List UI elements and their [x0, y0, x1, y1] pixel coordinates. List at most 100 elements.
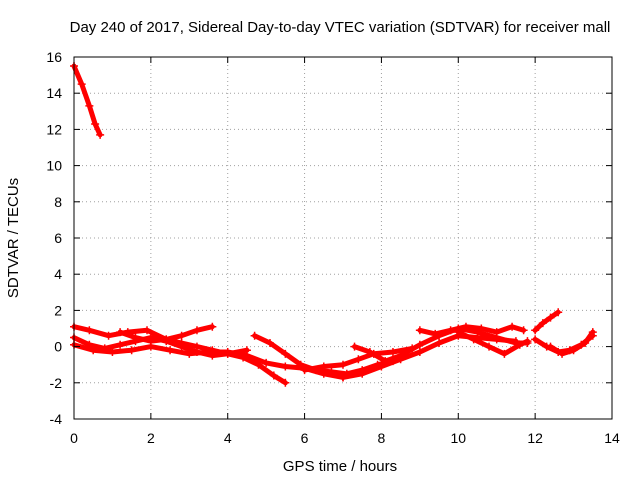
data-point — [358, 369, 367, 378]
data-point — [431, 329, 440, 338]
data-point — [461, 322, 470, 331]
data-point — [350, 342, 359, 351]
data-point — [415, 348, 424, 357]
data-point — [319, 362, 328, 371]
data-point — [265, 338, 274, 347]
data-point — [116, 340, 125, 349]
data-point — [146, 337, 155, 346]
y-tick-label: 6 — [54, 230, 62, 246]
data-point — [177, 331, 186, 340]
axis-ticks — [73, 56, 613, 420]
data-point — [250, 331, 259, 340]
data-series — [70, 62, 597, 387]
y-tick-labels: -4 -2 0 2 4 6 8 10 12 14 16 — [46, 49, 62, 427]
data-point — [381, 357, 390, 366]
data-point — [554, 308, 563, 317]
data-point — [296, 360, 305, 369]
series-line — [252, 333, 396, 377]
y-tick-label: 12 — [46, 121, 62, 137]
data-point — [300, 366, 309, 375]
x-tick-label: 2 — [147, 430, 155, 446]
chart-title: Day 240 of 2017, Sidereal Day-to-day VTE… — [70, 19, 611, 36]
data-point — [581, 338, 590, 347]
data-point — [239, 353, 248, 362]
series-track-9 — [350, 324, 532, 366]
data-point — [500, 349, 509, 358]
data-point — [254, 360, 263, 369]
grid — [74, 57, 612, 419]
data-point — [508, 322, 517, 331]
data-point — [96, 130, 105, 139]
data-point — [388, 348, 397, 357]
data-point — [104, 331, 113, 340]
y-tick-label: -2 — [50, 375, 63, 391]
y-tick-label: 14 — [46, 85, 62, 101]
data-point — [208, 322, 217, 331]
data-point — [85, 101, 94, 110]
data-point — [281, 362, 290, 371]
data-point — [327, 367, 336, 376]
series-track-5 — [116, 328, 290, 387]
data-point — [415, 340, 424, 349]
data-point — [531, 335, 540, 344]
y-tick-label: 0 — [54, 339, 62, 355]
data-point — [538, 319, 547, 328]
data-point — [396, 351, 405, 360]
data-point — [515, 340, 524, 349]
series-line — [340, 333, 519, 380]
data-point — [377, 362, 386, 371]
y-tick-label: 8 — [54, 194, 62, 210]
x-tick-label: 4 — [224, 430, 232, 446]
x-tick-label: 8 — [378, 430, 386, 446]
series-track-11 — [454, 328, 532, 358]
series-track-2 — [70, 322, 217, 344]
data-point — [454, 328, 463, 337]
data-point — [519, 326, 528, 335]
data-point — [281, 378, 290, 387]
series-track-10 — [415, 322, 528, 338]
x-tick-label: 10 — [450, 430, 466, 446]
y-tick-label: 16 — [46, 49, 62, 65]
y-tick-label: 2 — [54, 302, 62, 318]
y-tick-label: -4 — [50, 411, 63, 427]
data-point — [116, 328, 125, 337]
x-tick-label: 0 — [70, 430, 78, 446]
data-point — [108, 348, 117, 357]
data-point — [492, 328, 501, 337]
data-point — [469, 335, 478, 344]
data-point — [166, 346, 175, 355]
data-point — [446, 326, 455, 335]
x-axis-label: GPS time / hours — [283, 458, 397, 475]
data-point — [588, 328, 597, 337]
data-point — [131, 333, 140, 342]
data-point — [77, 80, 86, 89]
data-point — [192, 342, 201, 351]
x-tick-label: 12 — [527, 430, 543, 446]
data-point — [262, 358, 271, 367]
data-point — [177, 338, 186, 347]
x-tick-label: 14 — [604, 430, 620, 446]
data-point — [546, 313, 555, 322]
data-point — [477, 324, 486, 333]
series-track-12 — [531, 308, 563, 335]
data-point — [558, 349, 567, 358]
data-point — [339, 373, 347, 382]
data-point — [531, 326, 540, 335]
data-point — [162, 335, 171, 344]
data-point — [143, 326, 152, 335]
data-point — [415, 326, 424, 335]
data-point — [365, 348, 374, 357]
data-point — [127, 346, 136, 355]
data-point — [569, 346, 578, 355]
data-point — [89, 346, 98, 355]
y-axis-label: SDTVAR / TECUs — [5, 178, 22, 298]
data-point — [185, 349, 194, 358]
data-point — [192, 326, 201, 335]
data-point — [269, 371, 278, 380]
data-point — [435, 338, 444, 347]
series-line — [532, 309, 561, 333]
data-point — [546, 342, 555, 351]
data-point — [339, 360, 347, 369]
